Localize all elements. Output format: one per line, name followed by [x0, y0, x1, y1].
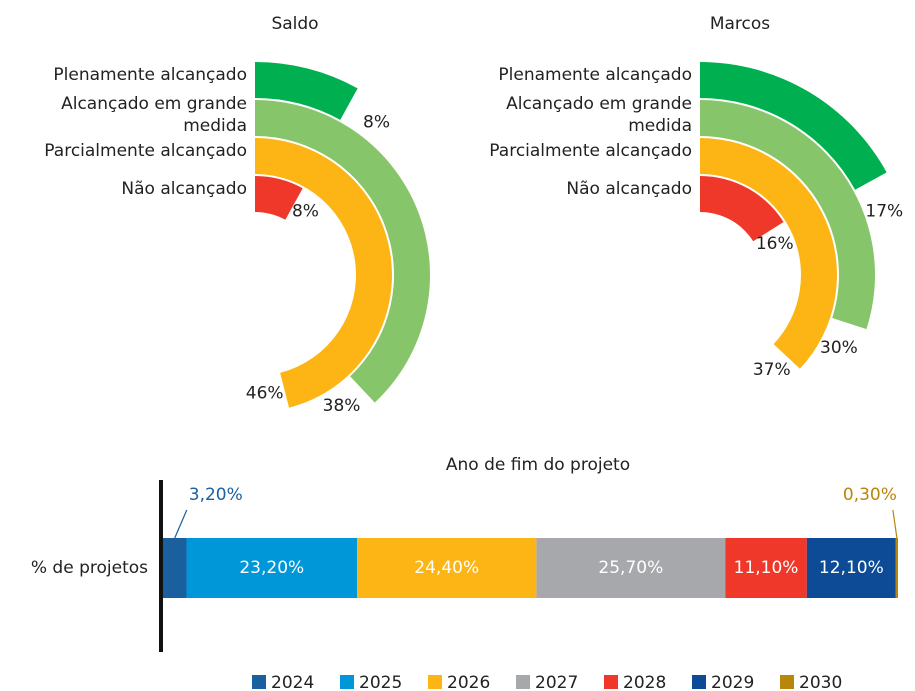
radial-bar: [700, 100, 875, 330]
radial-bar: [255, 176, 303, 220]
value-label: 16%: [756, 234, 794, 254]
radial-bar: [255, 62, 358, 120]
bar-segment: [725, 538, 807, 598]
value-label: 30%: [820, 338, 858, 358]
category-label: Plenamente alcançado: [53, 65, 247, 85]
bar-segment: [163, 538, 187, 598]
value-label: 17%: [865, 201, 903, 221]
legend-swatch: [516, 675, 530, 689]
value-label: 23,20%: [239, 558, 304, 578]
legend-swatch: [252, 675, 266, 689]
bar-segment: [357, 538, 537, 598]
leader-line: [892, 509, 898, 539]
category-label: % de projetos: [31, 558, 148, 578]
bar-segment: [536, 538, 726, 598]
legend-label: 2026: [447, 673, 490, 691]
chart-title: Saldo: [271, 14, 318, 34]
legend-label: 2024: [271, 673, 314, 691]
legend-label: 2028: [623, 673, 666, 691]
value-label: 38%: [323, 396, 361, 416]
value-label: 8%: [292, 202, 319, 222]
bar-segment: [895, 538, 898, 598]
category-label: Plenamente alcançado: [498, 65, 692, 85]
bar-segment: [806, 538, 896, 598]
value-label: 46%: [246, 384, 284, 404]
value-label: 24,40%: [414, 558, 479, 578]
radial-bar: [700, 138, 837, 369]
legend-swatch: [428, 675, 442, 689]
legend-swatch: [692, 675, 706, 689]
radial-bar: [700, 176, 784, 242]
legend-label: 2030: [799, 673, 842, 691]
radial-bar: [255, 100, 430, 403]
value-label: 37%: [753, 360, 791, 380]
legend-label: 2029: [711, 673, 754, 691]
category-label: Alcançado em grande medida: [506, 94, 692, 136]
value-label: 12,10%: [819, 558, 884, 578]
radial-bar: [255, 138, 392, 408]
category-label: Parcialmente alcançado: [44, 141, 247, 161]
category-label: Parcialmente alcançado: [489, 141, 692, 161]
chart-title: Ano de fim do projeto: [446, 455, 630, 475]
category-label: Não alcançado: [121, 179, 247, 199]
legend-swatch: [604, 675, 618, 689]
legend-swatch: [780, 675, 794, 689]
category-label: Não alcançado: [566, 179, 692, 199]
value-label: 0,30%: [843, 485, 897, 505]
leader-line: [174, 509, 188, 539]
chart-title: Marcos: [710, 14, 770, 34]
value-label: 25,70%: [598, 558, 663, 578]
legend-label: 2027: [535, 673, 578, 691]
legend-label: 2025: [359, 673, 402, 691]
category-label: Alcançado em grande medida: [61, 94, 247, 136]
bar-segment: [186, 538, 358, 598]
value-label: 8%: [363, 112, 390, 132]
value-label: 11,10%: [734, 558, 799, 578]
legend-swatch: [340, 675, 354, 689]
radial-bar: [700, 62, 887, 190]
value-label: 3,20%: [189, 485, 243, 505]
